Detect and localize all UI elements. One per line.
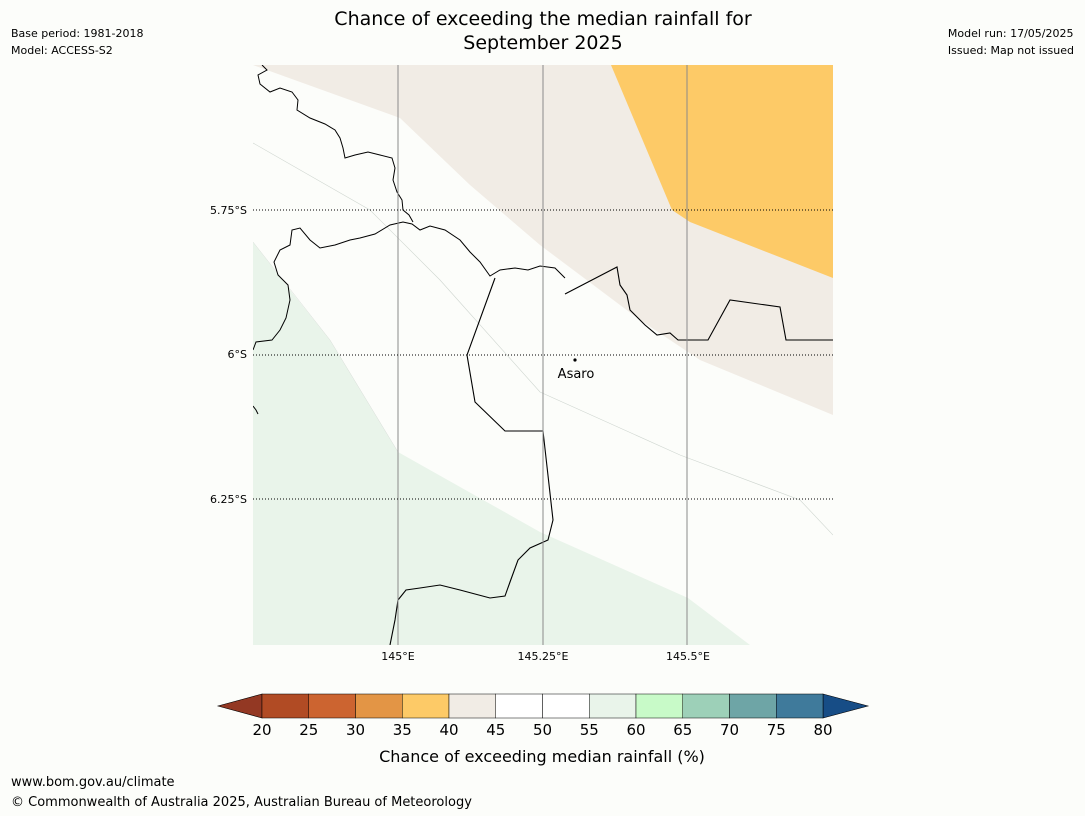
lon-label-145e: 145°E bbox=[381, 650, 414, 663]
colorbar-tick-label: 45 bbox=[486, 721, 505, 739]
colorbar-tick-label: 65 bbox=[673, 721, 692, 739]
colorbar-segment bbox=[402, 693, 450, 719]
colorbar: 20 25 30 35 40 45 50 55 60 65 70 75 80 Chance of exc… bbox=[216, 693, 870, 766]
coastline bbox=[257, 65, 414, 223]
province-boundary-east bbox=[564, 266, 833, 341]
colorbar-tick-label: 60 bbox=[626, 721, 645, 739]
colorbar-tick-label: 25 bbox=[299, 721, 318, 739]
colorbar-segment bbox=[495, 693, 543, 719]
region-35-40 bbox=[611, 65, 833, 278]
colorbar-segments bbox=[261, 693, 824, 719]
colorbar-tick-label: 40 bbox=[439, 721, 458, 739]
issued-status: Issued: Map not issued bbox=[947, 44, 1074, 57]
colorbar-tick-label: 75 bbox=[767, 721, 786, 739]
region-55-60-south bbox=[253, 242, 750, 645]
lat-label-6s: 6°S bbox=[228, 348, 247, 361]
colorbar-segment bbox=[448, 693, 496, 719]
title-line-1: Chance of exceeding the median rainfall … bbox=[334, 8, 752, 30]
colorbar-tick-label: 50 bbox=[533, 721, 552, 739]
colorbar-tick-label: 30 bbox=[346, 721, 365, 739]
colorbar-segment bbox=[682, 693, 730, 719]
colorbar-segment bbox=[635, 693, 683, 719]
colorbar-segment bbox=[776, 693, 824, 719]
lat-label-6-25s: 6.25°S bbox=[210, 493, 247, 506]
contour-line bbox=[253, 241, 399, 453]
place-label-asaro: Asaro bbox=[558, 367, 595, 382]
footer-copyright: © Commonwealth of Australia 2025, Austra… bbox=[11, 795, 472, 810]
colorbar-tick-label: 55 bbox=[580, 721, 599, 739]
map-panel: Asaro bbox=[253, 65, 833, 645]
colorbar-under-arrow bbox=[216, 693, 263, 719]
colorbar-tick-label: 20 bbox=[252, 721, 271, 739]
coastline-fragment bbox=[253, 405, 259, 415]
colorbar-ticks: 20 25 30 35 40 45 50 55 60 65 70 75 80 bbox=[252, 721, 832, 739]
province-boundary bbox=[389, 277, 554, 645]
colorbar-segment bbox=[729, 693, 777, 719]
colorbar-tick-label: 70 bbox=[720, 721, 739, 739]
model-run: Model run: 17/05/2025 bbox=[947, 27, 1074, 40]
colorbar-segment bbox=[542, 693, 590, 719]
coastline-west bbox=[253, 221, 566, 351]
base-period: Base period: 1981-2018 bbox=[11, 27, 144, 40]
latitude-lines bbox=[253, 209, 833, 500]
map-title: Chance of exceeding the median rainfall … bbox=[243, 7, 843, 55]
colorbar-title: Chance of exceeding median rainfall (%) bbox=[379, 747, 705, 766]
colorbar-segment bbox=[308, 693, 356, 719]
title-line-2: September 2025 bbox=[463, 32, 623, 54]
lon-label-145-5e: 145.5°E bbox=[666, 650, 710, 663]
model-name: Model: ACCESS-S2 bbox=[11, 44, 113, 57]
place-marker bbox=[573, 358, 577, 362]
colorbar-tick-label: 35 bbox=[393, 721, 412, 739]
colorbar-segment bbox=[355, 693, 403, 719]
colorbar-over-arrow bbox=[822, 693, 870, 719]
lon-label-145-25e: 145.25°E bbox=[518, 650, 569, 663]
colorbar-segment bbox=[589, 693, 637, 719]
metadata-left: Base period: 1981-2018 Model: ACCESS-S2 bbox=[11, 25, 143, 59]
colorbar-tick-label: 80 bbox=[813, 721, 832, 739]
metadata-right: Model run: 17/05/2025 Issued: Map not is… bbox=[948, 25, 1074, 59]
footer-url: www.bom.gov.au/climate bbox=[11, 775, 175, 790]
colorbar-segment bbox=[261, 693, 309, 719]
lat-label-5-75s: 5.75°S bbox=[210, 204, 247, 217]
